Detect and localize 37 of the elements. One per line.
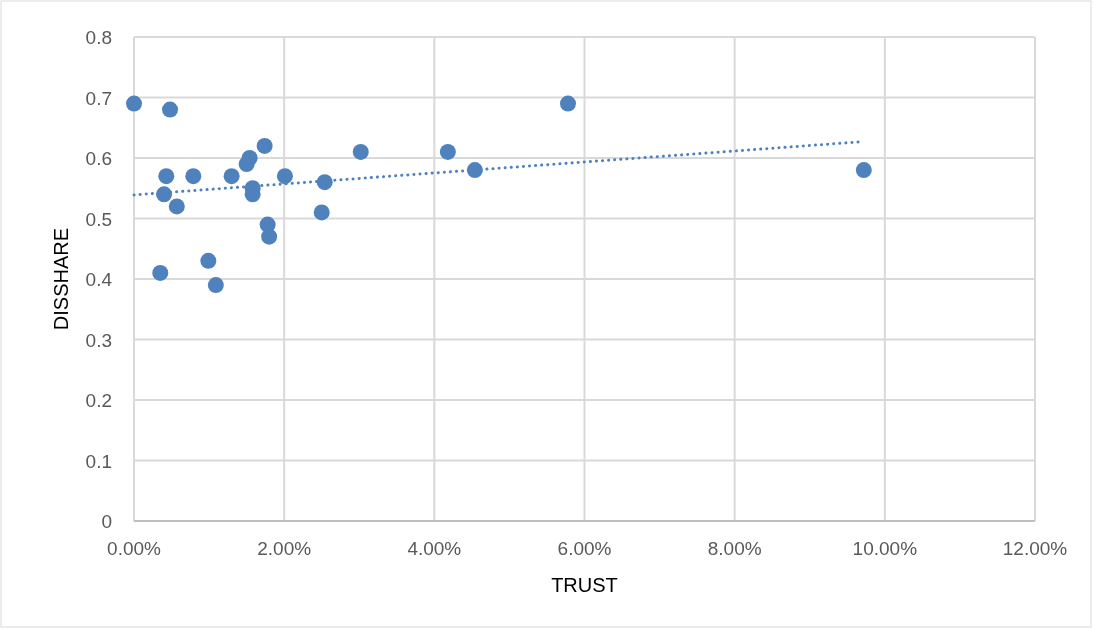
y-tick-label: 0.2: [85, 390, 112, 411]
y-tick-label: 0: [101, 511, 112, 532]
x-tick-label: 4.00%: [407, 538, 462, 559]
point: [200, 252, 217, 269]
point: [559, 95, 576, 112]
x-tick-label: 2.00%: [257, 538, 312, 559]
point: [316, 174, 333, 191]
point: [168, 198, 185, 215]
point: [855, 162, 872, 179]
point: [207, 277, 224, 294]
y-tick-label: 0.4: [85, 269, 113, 290]
y-tick-label: 0.8: [85, 27, 112, 48]
x-axis-title: TRUST: [551, 574, 618, 596]
y-tick-label: 0.3: [85, 329, 112, 351]
x-tick-label: 0.00%: [107, 538, 162, 559]
point: [152, 264, 169, 281]
point: [439, 143, 456, 160]
point: [162, 101, 179, 118]
point: [158, 168, 175, 185]
point: [241, 150, 258, 166]
y-tick-label: 0.1: [85, 450, 112, 472]
point: [352, 143, 369, 160]
point: [256, 137, 273, 154]
x-tick-label: 8.00%: [707, 538, 762, 559]
point: [313, 204, 330, 221]
y-axis-title: DISSHARE: [50, 227, 72, 331]
point: [276, 168, 293, 185]
y-tick-label: 0.7: [85, 87, 112, 109]
x-tick-label: 6.00%: [557, 538, 612, 559]
x-tick-label: 12.00%: [1002, 538, 1068, 559]
x-tick-label: 10.00%: [852, 538, 918, 559]
y-tick-label: 0.5: [85, 208, 112, 230]
point: [223, 168, 240, 185]
point: [261, 228, 278, 245]
point: [185, 168, 202, 185]
y-tick-label: 0.6: [85, 148, 112, 169]
point: [126, 95, 142, 112]
